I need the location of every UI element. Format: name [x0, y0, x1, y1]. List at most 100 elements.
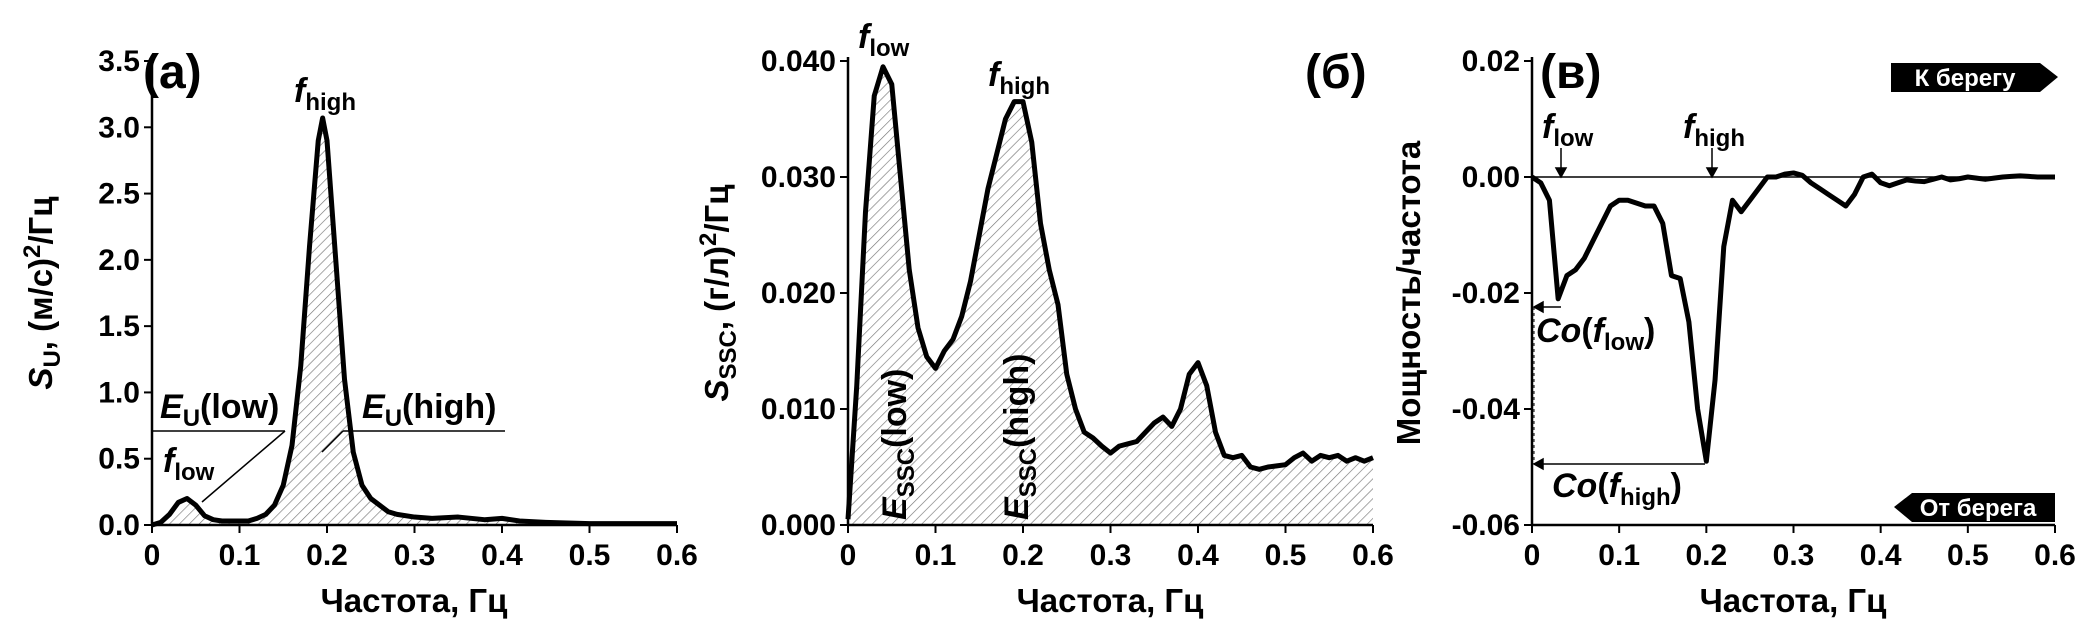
line [845, 64, 1374, 520]
x-tick-label: 0.2 [306, 539, 348, 572]
ann-main: f [988, 56, 1003, 94]
y-tick-label: 0.040 [761, 45, 836, 78]
ann-part: ( [1581, 312, 1593, 350]
x-axis-title: Частота, Гц [1017, 582, 1204, 619]
leader [201, 430, 286, 503]
ann-sub: high [999, 73, 1050, 100]
annotation: ESSC(high) [998, 354, 1042, 520]
x-tick-label: 0.1 [915, 539, 957, 572]
ann-main: E [362, 388, 386, 426]
ann-sub: low [1604, 329, 1644, 356]
y-title-sub: SSC [715, 330, 742, 379]
y-title-sub: U [39, 350, 66, 367]
panel-label: (б) [1305, 46, 1367, 99]
x-tick-label: 0.6 [656, 539, 698, 572]
annotation: flow [1542, 108, 1594, 152]
annotation: flow [858, 18, 910, 62]
ann-sub: low [1553, 125, 1593, 152]
y-tick-label: 0.000 [761, 509, 836, 542]
y-tick-label: 3.5 [98, 45, 140, 78]
ann-part: ( [1597, 467, 1609, 505]
y-axis-title: SSSC, (г/л)2/Гц [695, 184, 742, 401]
ann-main: Co [1552, 467, 1597, 505]
y-tick-label: -0.04 [1452, 393, 1521, 426]
ann-main: E [160, 388, 184, 426]
ann-main: f [294, 72, 309, 110]
x-tick-label: 0.1 [219, 539, 261, 572]
y-tick-label: 0.010 [761, 393, 836, 426]
banner-text: К берегу [1915, 65, 2016, 92]
banner [1891, 63, 2058, 92]
banner-text: От берега [1920, 495, 2037, 522]
ann-sub: high [1694, 125, 1745, 152]
annotation: flow [163, 442, 215, 486]
ann-main: f [163, 442, 178, 480]
x-tick-label: 0.5 [569, 539, 611, 572]
y-axis-title: SU, (м/с)2/Гц [19, 196, 66, 389]
ann-main: f [1593, 312, 1608, 350]
y-title-part: S [698, 380, 735, 402]
ann-sub: high [1620, 484, 1671, 511]
y-title-part: S [22, 368, 59, 390]
y-axis-title: Мощность/частота [1390, 140, 1427, 445]
line [1530, 170, 2055, 464]
y-title-part: , (г/л) [698, 246, 735, 330]
area [848, 66, 1373, 526]
y-title-part: , (м/с) [22, 258, 59, 350]
y-title-part: Мощность/частота [1390, 140, 1427, 445]
y-tick-label: 0.020 [761, 277, 836, 310]
ann-sub: SSC [893, 448, 920, 497]
ann-sub: low [869, 35, 909, 62]
y-tick-label: 1.0 [98, 376, 140, 409]
annotation: fhigh [1683, 108, 1745, 152]
x-tick-label: 0.5 [1947, 539, 1989, 572]
x-tick-label: 0.6 [1352, 539, 1394, 572]
x-tick-label: 0.2 [1002, 539, 1044, 572]
y-tick-label: 0.030 [761, 161, 836, 194]
y-title-part: /Гц [22, 196, 59, 244]
ann-rest: (low) [876, 369, 914, 448]
panel-label: (a) [143, 46, 202, 99]
arrow-head [1532, 300, 1544, 314]
y-tick-label: 0.0 [98, 509, 140, 542]
ann-main: f [1683, 108, 1698, 146]
ann-rest: (high) [402, 388, 496, 426]
arrow-head [1554, 167, 1568, 179]
y-tick-label: -0.02 [1452, 277, 1520, 310]
x-tick-label: 0.5 [1265, 539, 1307, 572]
y-tick-label: 0.00 [1462, 161, 1520, 194]
arrow-head [1705, 167, 1719, 179]
ann-sub: SSC [1015, 448, 1042, 497]
x-tick-label: 0 [144, 539, 161, 572]
x-tick-label: 0.1 [1598, 539, 1640, 572]
x-tick-label: 0 [1524, 539, 1541, 572]
ann-main: f [1609, 467, 1624, 505]
x-axis-title: Частота, Гц [321, 582, 508, 619]
x-tick-label: 0.3 [1090, 539, 1132, 572]
x-tick-label: 0.6 [2034, 539, 2076, 572]
annotation: Co(flow) [1536, 312, 1655, 356]
ann-main: E [876, 496, 914, 520]
ann-sub: U [385, 405, 402, 432]
x-tick-label: 0.2 [1685, 539, 1727, 572]
panel-label: (в) [1540, 46, 1601, 99]
plots: 0.0 0.5 1.0 1.5 2.0 2.5 3.0 3.5 0 0.1 0.2 0.3 0.4 0.5… [98, 45, 2076, 572]
x-tick-label: 0.4 [1177, 539, 1219, 572]
ann-part: ) [1644, 312, 1655, 350]
ann-sub: U [183, 405, 200, 432]
x-tick-label: 0.3 [394, 539, 436, 572]
y-tick-label: 3.0 [98, 111, 140, 144]
ann-sub: high [305, 89, 356, 116]
annotation: fhigh [988, 56, 1050, 100]
annotation: fhigh [294, 72, 356, 116]
annotation: EU(high) [362, 388, 496, 432]
ann-main: E [998, 496, 1036, 520]
annotation: EU(low) [160, 388, 279, 432]
ann-part: ) [1671, 467, 1682, 505]
x-tick-label: 0.3 [1773, 539, 1815, 572]
line [151, 115, 677, 528]
y-tick-label: -0.06 [1452, 509, 1520, 542]
ann-main: Co [1536, 312, 1581, 350]
banner [1894, 493, 2055, 522]
